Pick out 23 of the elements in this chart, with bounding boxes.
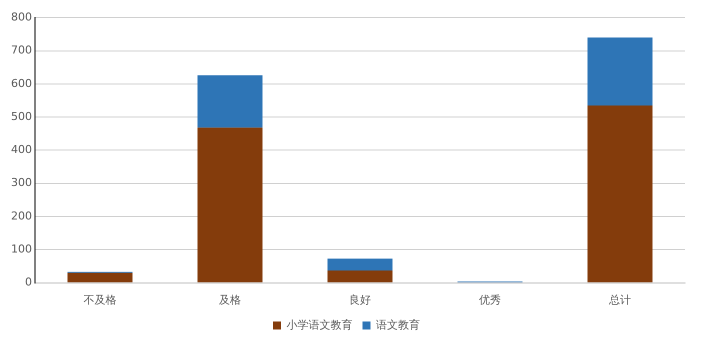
bar [67,272,132,282]
x-tick-label: 良好 [349,293,371,306]
x-tick-label: 及格 [218,293,241,306]
y-tick-label: 700 [10,44,32,57]
legend-label: 小学语文教育 [286,318,352,332]
bar [197,128,262,282]
x-tick-label: 不及格 [83,293,116,306]
y-tick-label: 200 [10,209,32,222]
y-tick-label: 800 [10,10,32,24]
y-tick-label: 400 [10,143,32,156]
bar [328,258,392,271]
x-tick-label: 优秀 [479,293,501,306]
bar [197,75,262,128]
y-tick-label: 500 [10,110,32,123]
y-tick-label: 600 [10,76,32,90]
x-tick-label: 总计 [608,293,631,306]
bar [328,270,392,282]
legend-label: 语文教育 [376,318,420,332]
y-tick-label: 300 [10,176,32,190]
y-tick-label: 100 [10,242,32,256]
y-tick-label: 0 [24,276,32,289]
bar [588,37,652,106]
bar [588,105,652,282]
